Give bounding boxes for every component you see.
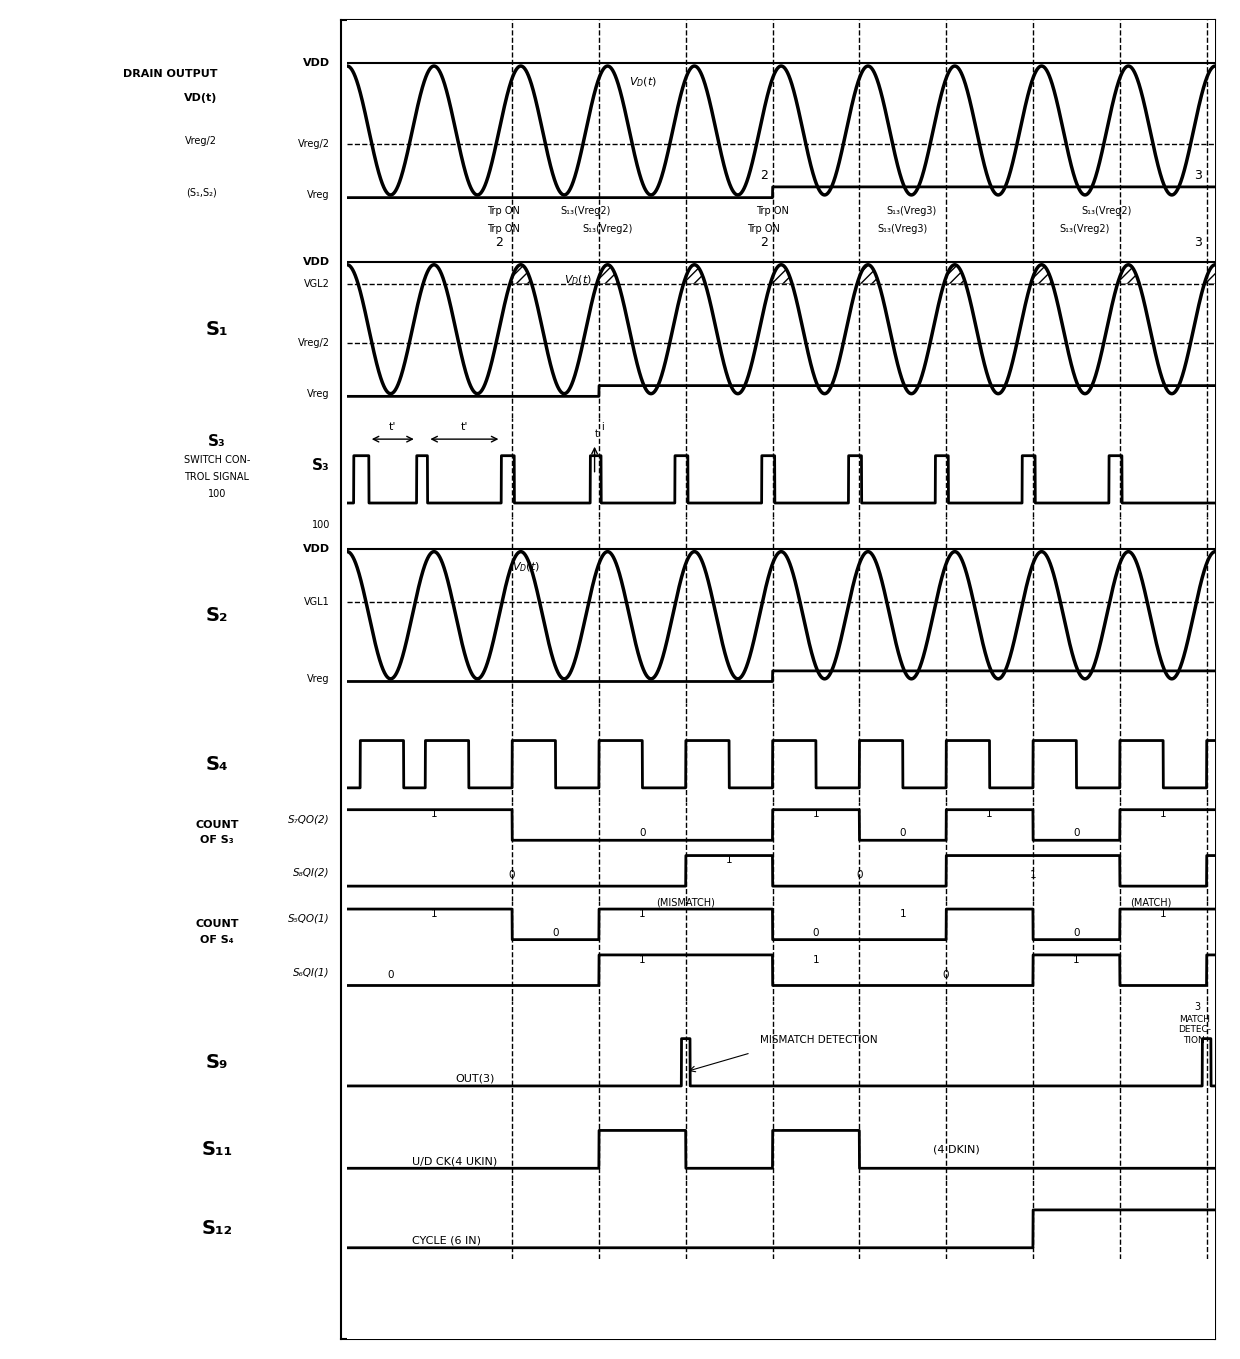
Text: t: t — [595, 429, 599, 439]
Text: OF S₃: OF S₃ — [200, 836, 234, 845]
Text: VD(t): VD(t) — [184, 94, 217, 103]
Text: S₈QI(2): S₈QI(2) — [294, 868, 330, 878]
Text: Vreg/2: Vreg/2 — [185, 136, 217, 147]
Text: 1: 1 — [812, 810, 820, 819]
Text: S₂: S₂ — [206, 606, 228, 625]
Text: 1: 1 — [430, 909, 438, 919]
Text: S₁₁: S₁₁ — [201, 1140, 233, 1159]
Text: S₃: S₃ — [208, 434, 226, 448]
Text: 1: 1 — [725, 855, 733, 866]
Text: VDD: VDD — [303, 58, 330, 68]
Text: S₁₂: S₁₂ — [201, 1219, 233, 1238]
Text: 1: 1 — [639, 954, 646, 965]
Text: 1: 1 — [430, 810, 438, 819]
Text: 0: 0 — [508, 871, 516, 881]
Text: 1: 1 — [1073, 954, 1080, 965]
Text: S₁₃(Vreg2): S₁₃(Vreg2) — [1081, 207, 1132, 216]
Text: TROL SIGNAL: TROL SIGNAL — [185, 472, 249, 482]
Text: 2: 2 — [760, 236, 768, 249]
Text: S₁₃(Vreg3): S₁₃(Vreg3) — [887, 207, 936, 216]
Text: CYCLE (6 IN): CYCLE (6 IN) — [413, 1235, 481, 1246]
Text: 0: 0 — [387, 970, 394, 980]
Text: S₁₃(Vreg2): S₁₃(Vreg2) — [1060, 224, 1110, 235]
Text: 3: 3 — [1194, 169, 1202, 182]
Text: VDD: VDD — [303, 257, 330, 268]
Text: (MISMATCH): (MISMATCH) — [656, 897, 715, 908]
Text: Vreg: Vreg — [308, 190, 330, 200]
Text: t': t' — [460, 421, 469, 432]
Text: 0: 0 — [1073, 928, 1080, 938]
Text: 1: 1 — [899, 909, 906, 919]
Text: 3: 3 — [1194, 236, 1202, 249]
Text: 100: 100 — [311, 520, 330, 530]
Text: 0: 0 — [639, 829, 646, 839]
Text: S₉: S₉ — [206, 1053, 228, 1072]
Text: 0: 0 — [899, 829, 906, 839]
Text: OUT(3): OUT(3) — [456, 1074, 495, 1083]
Text: COUNT: COUNT — [195, 919, 239, 930]
Text: 0: 0 — [552, 928, 559, 938]
Text: 2: 2 — [760, 169, 768, 182]
Text: S₁₃(Vreg2): S₁₃(Vreg2) — [560, 207, 611, 216]
Text: Trp ON: Trp ON — [748, 224, 780, 235]
Text: VGL2: VGL2 — [304, 279, 330, 288]
Text: OF S₄: OF S₄ — [200, 935, 234, 945]
Text: U/D CK(4 UKIN): U/D CK(4 UKIN) — [413, 1157, 497, 1166]
Text: Trp ON: Trp ON — [487, 207, 520, 216]
Text: 3: 3 — [1195, 1002, 1200, 1012]
Text: Trp ON: Trp ON — [487, 224, 520, 235]
Text: 100: 100 — [208, 488, 226, 499]
Text: S₇QO(2): S₇QO(2) — [288, 814, 330, 825]
Text: $V_D(t)$: $V_D(t)$ — [564, 273, 593, 287]
Text: MISMATCH DETECTION: MISMATCH DETECTION — [759, 1036, 877, 1045]
Text: DRAIN OUTPUT: DRAIN OUTPUT — [123, 69, 217, 79]
Text: 0: 0 — [856, 871, 863, 881]
Text: S₁₃(Vreg3): S₁₃(Vreg3) — [878, 224, 928, 235]
Text: 1: 1 — [639, 909, 646, 919]
Text: S₁: S₁ — [206, 319, 228, 338]
Text: Vreg/2: Vreg/2 — [298, 337, 330, 348]
Text: $V_D(t)$: $V_D(t)$ — [630, 75, 657, 88]
Text: i: i — [601, 421, 604, 432]
Text: Vreg: Vreg — [308, 674, 330, 684]
Text: 1: 1 — [1159, 810, 1167, 819]
Text: S₅QO(1): S₅QO(1) — [288, 913, 330, 924]
Text: Trp ON: Trp ON — [756, 207, 789, 216]
Text: 0: 0 — [1073, 829, 1080, 839]
Text: 1: 1 — [812, 954, 820, 965]
Text: (S₁,S₂): (S₁,S₂) — [186, 188, 217, 197]
Text: 1: 1 — [986, 810, 993, 819]
Text: SWITCH CON-: SWITCH CON- — [184, 455, 250, 465]
Text: 2: 2 — [495, 236, 503, 249]
Text: 1: 1 — [1159, 909, 1167, 919]
Text: 0: 0 — [812, 928, 820, 938]
Text: COUNT: COUNT — [195, 819, 239, 830]
Text: S₆QI(1): S₆QI(1) — [294, 968, 330, 977]
Text: 0: 0 — [942, 970, 950, 980]
Text: t': t' — [389, 421, 397, 432]
Text: MATCH
DETEC-
TION: MATCH DETEC- TION — [1178, 1015, 1211, 1045]
Text: Vreg/2: Vreg/2 — [298, 139, 330, 149]
Text: (4 DKIN): (4 DKIN) — [934, 1144, 980, 1154]
Text: 1: 1 — [1029, 871, 1037, 881]
Text: S₁₃(Vreg2): S₁₃(Vreg2) — [583, 224, 632, 235]
Text: (MATCH): (MATCH) — [1131, 897, 1172, 908]
Text: VGL1: VGL1 — [304, 597, 330, 607]
Text: VDD: VDD — [303, 544, 330, 554]
Text: $V_D(t)$: $V_D(t)$ — [512, 560, 541, 573]
Text: Vreg: Vreg — [308, 389, 330, 398]
Text: S₃: S₃ — [312, 458, 330, 473]
Text: S₄: S₄ — [206, 754, 228, 773]
